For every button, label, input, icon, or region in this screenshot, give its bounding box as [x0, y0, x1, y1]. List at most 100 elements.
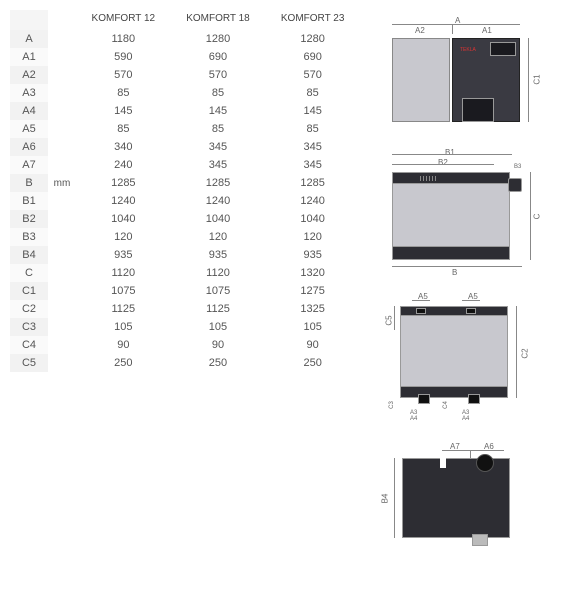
- row-label: B4: [10, 246, 48, 264]
- unit-cell: [48, 156, 76, 174]
- value-cell: 590: [76, 48, 171, 66]
- unit-cell: [48, 102, 76, 120]
- row-label: A1: [10, 48, 48, 66]
- side-bottom-dark: [392, 246, 510, 260]
- table-row: B3120120120: [10, 228, 360, 246]
- dim-b2: B2: [438, 158, 448, 167]
- rear-bottom-dark: [400, 386, 508, 398]
- dim-a2: A2: [415, 26, 425, 35]
- unit-cell: [48, 66, 76, 84]
- dim-c2: C2: [521, 348, 530, 358]
- row-label: C2: [10, 300, 48, 318]
- table-row: C2112511251325: [10, 300, 360, 318]
- dim-b: B: [452, 268, 457, 277]
- value-cell: 1275: [265, 282, 360, 300]
- unit-cell: [48, 228, 76, 246]
- value-cell: 345: [171, 156, 266, 174]
- value-cell: 1125: [171, 300, 266, 318]
- unit-cell: [48, 300, 76, 318]
- table-row: A7240345345: [10, 156, 360, 174]
- value-cell: 1075: [76, 282, 171, 300]
- unit-cell: [48, 138, 76, 156]
- value-cell: 85: [265, 120, 360, 138]
- top-body: [402, 458, 510, 538]
- table-row: A6340345345: [10, 138, 360, 156]
- value-cell: 90: [76, 336, 171, 354]
- value-cell: 570: [171, 66, 266, 84]
- row-label: A5: [10, 120, 48, 138]
- row-label: A6: [10, 138, 48, 156]
- value-cell: 1280: [171, 30, 266, 48]
- value-cell: 250: [265, 354, 360, 372]
- value-cell: 1180: [76, 30, 171, 48]
- value-cell: 1075: [171, 282, 266, 300]
- value-cell: 105: [265, 318, 360, 336]
- value-cell: 345: [265, 138, 360, 156]
- value-cell: 120: [265, 228, 360, 246]
- row-label: A3: [10, 84, 48, 102]
- value-cell: 145: [265, 102, 360, 120]
- value-cell: 105: [76, 318, 171, 336]
- table-row: C3105105105: [10, 318, 360, 336]
- row-label: C4: [10, 336, 48, 354]
- value-cell: 1040: [265, 210, 360, 228]
- hopper: [392, 38, 450, 122]
- value-cell: 690: [265, 48, 360, 66]
- dim-a1: A1: [482, 26, 492, 35]
- value-cell: 570: [265, 66, 360, 84]
- value-cell: 250: [76, 354, 171, 372]
- row-label: C1: [10, 282, 48, 300]
- value-cell: 1285: [76, 174, 171, 192]
- dimensions-table: KOMFORT 12 KOMFORT 18 KOMFORT 23 A118012…: [10, 10, 360, 372]
- col-header-3: KOMFORT 23: [265, 10, 360, 30]
- value-cell: 1285: [265, 174, 360, 192]
- value-cell: 1120: [76, 264, 171, 282]
- value-cell: 345: [171, 138, 266, 156]
- value-cell: 935: [171, 246, 266, 264]
- value-cell: 1240: [76, 192, 171, 210]
- dim-c: C: [532, 214, 541, 220]
- col-blank: [10, 10, 48, 30]
- table-row: A4145145145: [10, 102, 360, 120]
- table-row: B4935935935: [10, 246, 360, 264]
- value-cell: 340: [76, 138, 171, 156]
- value-cell: 1240: [265, 192, 360, 210]
- chimney-top: [476, 454, 494, 472]
- col-header-2: KOMFORT 18: [171, 10, 266, 30]
- unit-cell: [48, 282, 76, 300]
- value-cell: 1320: [265, 264, 360, 282]
- table-row: C112011201320: [10, 264, 360, 282]
- dim-a: A: [455, 16, 460, 25]
- row-label: B2: [10, 210, 48, 228]
- table-row: C1107510751275: [10, 282, 360, 300]
- value-cell: 145: [171, 102, 266, 120]
- value-cell: 120: [76, 228, 171, 246]
- value-cell: 250: [171, 354, 266, 372]
- table-row: Bmm128512851285: [10, 174, 360, 192]
- socket-tr: [466, 308, 476, 314]
- bottom-port: [472, 534, 488, 546]
- unit-cell: [48, 318, 76, 336]
- dim-b3: B3: [514, 164, 521, 170]
- col-header-1: KOMFORT 12: [76, 10, 171, 30]
- chimney: [508, 178, 522, 192]
- unit-cell: mm: [48, 174, 76, 192]
- dim-c4: C4: [443, 401, 449, 409]
- dim-c5: C5: [385, 315, 394, 325]
- dim-a4-l: A4: [410, 416, 417, 422]
- value-cell: 85: [76, 120, 171, 138]
- value-cell: 1240: [171, 192, 266, 210]
- row-label: B3: [10, 228, 48, 246]
- notch: [440, 458, 446, 468]
- value-cell: 1125: [76, 300, 171, 318]
- row-label: A2: [10, 66, 48, 84]
- value-cell: 690: [171, 48, 266, 66]
- value-cell: 1280: [265, 30, 360, 48]
- row-label: C3: [10, 318, 48, 336]
- table-row: A5858585: [10, 120, 360, 138]
- row-label: A: [10, 30, 48, 48]
- diagram-side-view: B1 B2 B3 C B: [380, 152, 550, 272]
- value-cell: 570: [76, 66, 171, 84]
- value-cell: 85: [76, 84, 171, 102]
- value-cell: 120: [171, 228, 266, 246]
